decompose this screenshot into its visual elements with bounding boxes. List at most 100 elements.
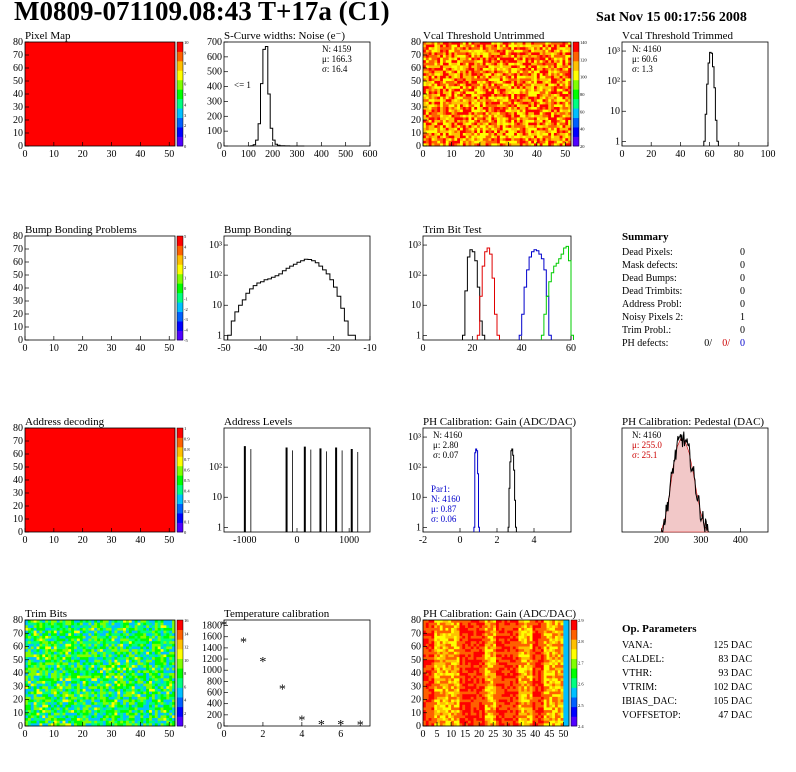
heatmap-cell [172, 675, 176, 679]
heatmap-cell [519, 143, 524, 147]
heatmap-cell [85, 641, 89, 645]
heatmap-cell [117, 712, 121, 716]
heatmap-cell [497, 91, 501, 95]
heatmap-cell [108, 699, 112, 703]
heatmap-cell [114, 715, 118, 719]
heatmap-cell [423, 680, 427, 684]
heatmap-cell [33, 704, 37, 708]
heatmap-cell [76, 680, 81, 684]
heatmap-cell [519, 60, 524, 64]
heatmap-cell [425, 81, 430, 84]
heatmap-cell [516, 62, 521, 66]
heatmap-cell [434, 665, 438, 669]
heatmap-cell [565, 86, 569, 90]
heatmap-cell [568, 101, 572, 105]
heatmap-cell [539, 83, 543, 87]
heatmap-cell [163, 622, 167, 626]
heatmap-cell [442, 120, 447, 123]
x-tick-label: 400 [314, 149, 329, 160]
heatmap-cell [42, 710, 46, 714]
heatmap-cell [53, 688, 58, 692]
colorbar-tick-label: 1 [184, 134, 186, 139]
heatmap-cell [120, 723, 124, 727]
y-tick-label: 10 [411, 300, 421, 311]
heatmap-cell [514, 127, 518, 131]
heatmap-cell [474, 99, 478, 103]
colorbar-tick-label: 100 [580, 75, 588, 80]
heatmap-cell [425, 107, 430, 110]
heatmap-cell [140, 633, 144, 637]
heatmap-cell [551, 65, 555, 69]
heatmap-cell [102, 718, 107, 722]
heatmap-cell [519, 86, 524, 90]
heatmap-cell [134, 625, 138, 629]
heatmap-cell [497, 52, 501, 56]
heatmap-cell [539, 52, 543, 56]
heatmap-cell [131, 723, 136, 727]
heatmap-cell [434, 117, 438, 121]
heatmap-cell [36, 699, 40, 703]
heatmap-cell [68, 718, 72, 722]
heatmap-cell [79, 657, 84, 661]
heatmap-cell [105, 625, 110, 629]
heatmap-cell [143, 620, 147, 624]
heatmap-cell [445, 94, 450, 97]
heatmap-cell [108, 622, 112, 626]
heatmap-cell [166, 654, 170, 658]
heatmap-cell [451, 94, 455, 97]
heatmap-cell [474, 73, 478, 77]
heatmap-cell [568, 75, 572, 79]
heatmap-cell [25, 651, 29, 655]
heatmap-cell [439, 620, 444, 624]
heatmap-cell [128, 683, 133, 687]
heatmap-cell [76, 667, 81, 671]
heatmap-cell [30, 662, 35, 666]
heatmap-cell [425, 659, 430, 663]
heatmap-cell [100, 657, 104, 661]
heatmap-cell [82, 715, 86, 719]
heatmap-cell [143, 667, 147, 671]
heatmap-cell [74, 707, 78, 711]
heatmap-cell [565, 68, 569, 71]
heatmap-cell [149, 627, 153, 631]
heatmap-cell [536, 120, 541, 123]
heatmap-cell [562, 62, 566, 66]
heatmap-cell [53, 625, 58, 629]
heatmap-cell [536, 81, 541, 84]
heatmap-cell [485, 101, 489, 105]
heatmap-cell [157, 673, 161, 677]
heatmap-cell [105, 680, 110, 684]
heatmap-cell [76, 678, 81, 682]
heatmap-cell [556, 70, 561, 74]
heatmap-cell [71, 657, 75, 661]
heatmap-cell [457, 70, 461, 74]
heatmap-cell [482, 52, 487, 56]
heatmap-cell [134, 651, 138, 655]
heatmap-cell [562, 83, 566, 87]
heatmap-cell [485, 78, 489, 82]
heatmap-cell [525, 42, 529, 45]
heatmap-cell [525, 120, 529, 123]
heatmap-cell [531, 94, 535, 97]
heatmap-cell [76, 675, 81, 679]
heatmap-cell [511, 122, 515, 126]
heatmap-cell [445, 635, 449, 639]
heatmap-cell [462, 91, 467, 95]
heatmap-cell [508, 101, 512, 105]
heatmap-cell [123, 643, 127, 647]
heatmap-cell [434, 135, 438, 139]
heatmap-cell [128, 654, 133, 658]
heatmap-cell [442, 104, 447, 108]
heatmap-cell [548, 101, 552, 105]
heatmap-cell [428, 688, 432, 692]
heatmap-cell [423, 78, 427, 82]
heatmap-cell [154, 723, 159, 727]
heatmap-cell [445, 127, 450, 131]
heatmap-cell [502, 49, 506, 53]
y-tick-label: 20 [13, 309, 23, 320]
heatmap-cell [36, 635, 40, 639]
heatmap-cell [25, 627, 29, 631]
heatmap-cell [39, 670, 43, 674]
heatmap-cell [79, 654, 84, 658]
heatmap-cell [511, 55, 515, 58]
